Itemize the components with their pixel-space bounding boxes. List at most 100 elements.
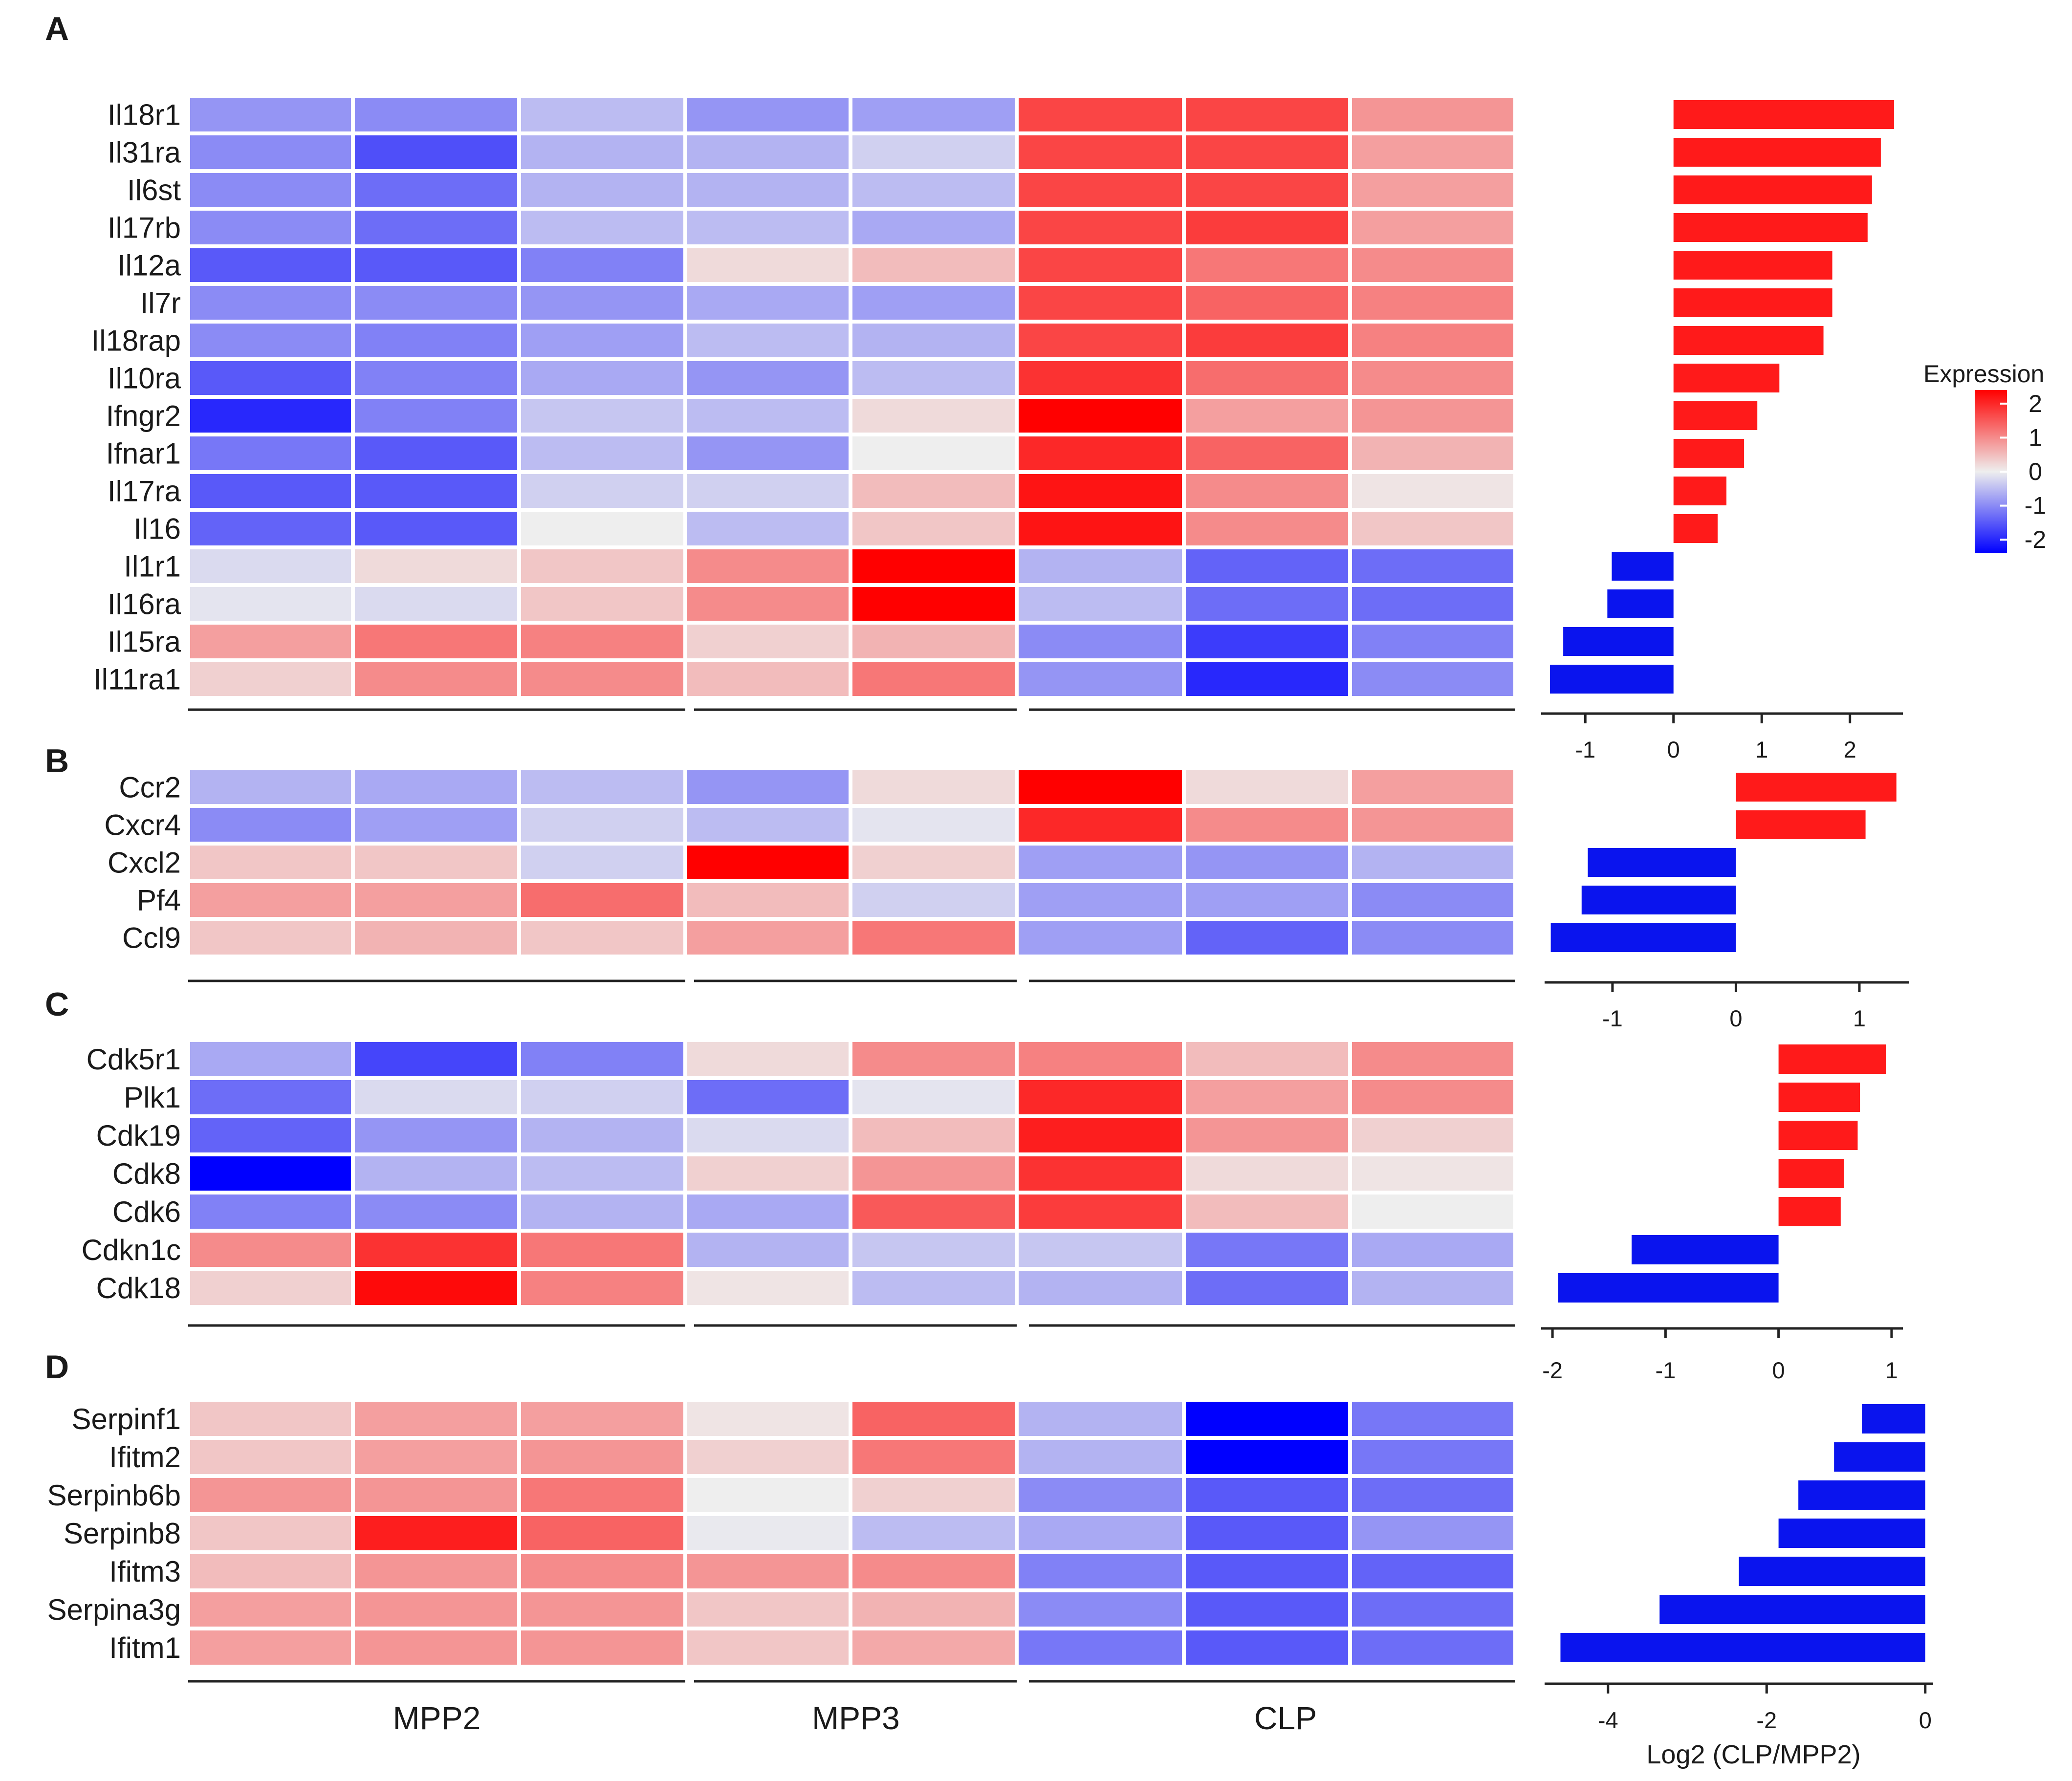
- gene-label: Ifitm2: [109, 1441, 181, 1474]
- heatmap-cell: [1352, 399, 1513, 433]
- heatmap-cell: [1352, 1630, 1513, 1665]
- x-axis-title: Log2 (CLP/MPP2): [1646, 1740, 1860, 1769]
- heatmap-cell: [521, 1592, 683, 1627]
- heatmap-cell: [355, 921, 517, 955]
- downregulated-bar: [1659, 1595, 1925, 1624]
- heatmap-cell: [852, 1516, 1015, 1550]
- downregulated-bar: [1550, 665, 1674, 694]
- heatmap-cell: [1186, 1516, 1348, 1550]
- heatmap-cell: [1186, 1478, 1348, 1512]
- downregulated-bar: [1798, 1480, 1925, 1510]
- heatmap-cell: [687, 662, 849, 696]
- heatmap-cell: [190, 1156, 351, 1191]
- gene-label: Serpinb8: [64, 1517, 181, 1550]
- heatmap-cell: [1186, 98, 1348, 131]
- upregulated-bar: [1673, 138, 1881, 167]
- heatmap-cell: [190, 1402, 351, 1436]
- gene-label: Cxcr4: [104, 809, 181, 842]
- upregulated-bar: [1673, 364, 1780, 392]
- gene-label: Il16: [133, 513, 181, 545]
- panel-b: B Ccr2 Cxcr4 Cxcl2 Pf4 Ccl9 -1 0 1: [45, 742, 1909, 1031]
- heatmap-cell: [190, 512, 351, 545]
- heatmap-cell: [1352, 1042, 1513, 1076]
- heatmap-cell: [687, 399, 849, 433]
- x-tick-label: -1: [1575, 737, 1595, 762]
- heatmap-a: [190, 98, 1513, 696]
- heatmap-cell: [521, 98, 683, 131]
- gene-label: Ifngr2: [106, 400, 181, 433]
- gene-label: Il17rb: [108, 212, 181, 244]
- heatmap-cell: [521, 1233, 683, 1267]
- downregulated-bar: [1834, 1442, 1925, 1472]
- heatmap-cell: [1019, 1402, 1182, 1436]
- heatmap-cell: [355, 846, 517, 879]
- heatmap-cell: [687, 512, 849, 545]
- heatmap-cell: [687, 549, 849, 583]
- upregulated-bar: [1673, 514, 1718, 543]
- heatmap-cell: [1019, 1195, 1182, 1229]
- heatmap-cell: [687, 1478, 849, 1512]
- heatmap-cell: [1019, 98, 1182, 131]
- gene-label: Cdk8: [112, 1157, 181, 1190]
- heatmap-cell: [1019, 1440, 1182, 1474]
- heatmap-cell: [1186, 549, 1348, 583]
- heatmap-cell: [1186, 808, 1348, 842]
- heatmap-cell: [521, 921, 683, 955]
- heatmap-cell: [852, 549, 1015, 583]
- heatmap-cell: [521, 248, 683, 282]
- heatmap-cell: [852, 1402, 1015, 1436]
- heatmap-cell: [355, 512, 517, 545]
- heatmap-cell: [852, 436, 1015, 470]
- heatmap-cell: [687, 1233, 849, 1267]
- heatmap-cell: [1019, 474, 1182, 508]
- heatmap-cell: [190, 808, 351, 842]
- heatmap-cell: [1352, 1440, 1513, 1474]
- panel-letter-c: C: [45, 986, 69, 1023]
- heatmap-cell: [852, 135, 1015, 169]
- heatmap-cell: [355, 1118, 517, 1152]
- group-labels: MPP2 MPP3 CLP: [393, 1700, 1317, 1736]
- panel-letter-a: A: [45, 10, 69, 47]
- heatmap-cell: [190, 1516, 351, 1550]
- heatmap-cell: [1019, 625, 1182, 658]
- heatmap-cell: [687, 1042, 849, 1076]
- heatmap-cell: [190, 135, 351, 169]
- heatmap-cell: [521, 173, 683, 207]
- heatmap-cell: [1186, 1118, 1348, 1152]
- upregulated-bar: [1778, 1083, 1860, 1112]
- gene-label: Cdkn1c: [82, 1234, 181, 1266]
- heatmap-cell: [190, 662, 351, 696]
- heatmap-cell: [1019, 1554, 1182, 1588]
- heatmap-cell: [687, 808, 849, 842]
- heatmap-cell: [1019, 1592, 1182, 1627]
- heatmap-cell: [852, 1271, 1015, 1305]
- heatmap-cell: [1352, 1554, 1513, 1588]
- heatmap-cell: [1186, 1440, 1348, 1474]
- heatmap-cell: [190, 436, 351, 470]
- x-tick-label: 1: [1853, 1005, 1866, 1031]
- heatmap-cell: [521, 770, 683, 804]
- heatmap-cell: [190, 361, 351, 395]
- heatmap-cell: [190, 587, 351, 621]
- heatmap-cell: [1352, 1516, 1513, 1550]
- heatmap-cell: [521, 883, 683, 917]
- heatmap-cell: [852, 808, 1015, 842]
- heatmap-cell: [852, 883, 1015, 917]
- heatmap-cell: [521, 1402, 683, 1436]
- upregulated-bar: [1778, 1044, 1886, 1074]
- heatmap-cell: [1352, 474, 1513, 508]
- heatmap-cell: [355, 211, 517, 244]
- heatmap-cell: [521, 549, 683, 583]
- heatmap-cell: [687, 625, 849, 658]
- heatmap-cell: [687, 135, 849, 169]
- heatmap-cell: [687, 98, 849, 131]
- upregulated-bar: [1673, 175, 1872, 204]
- heatmap-cell: [190, 1592, 351, 1627]
- heatmap-cell: [852, 248, 1015, 282]
- downregulated-bar: [1612, 552, 1674, 581]
- gene-label: Il18r1: [108, 99, 181, 131]
- upregulated-bar: [1673, 401, 1758, 430]
- heatmap-cell: [1352, 625, 1513, 658]
- heatmap-cell: [1186, 1195, 1348, 1229]
- heatmap-cell: [521, 1080, 683, 1114]
